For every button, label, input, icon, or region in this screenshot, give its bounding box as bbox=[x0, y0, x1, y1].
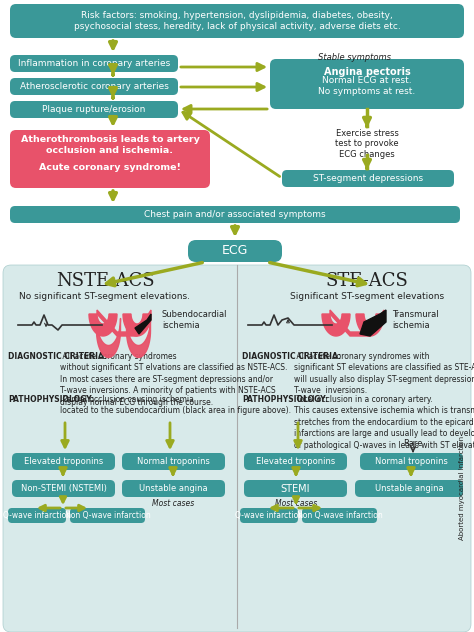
FancyBboxPatch shape bbox=[302, 508, 377, 523]
Text: DIAGNOSTIC CRITERIA:: DIAGNOSTIC CRITERIA: bbox=[8, 352, 107, 361]
Polygon shape bbox=[89, 314, 117, 336]
Text: Elevated troponins: Elevated troponins bbox=[24, 457, 103, 466]
FancyBboxPatch shape bbox=[282, 170, 454, 187]
Text: Q-wave infarction: Q-wave infarction bbox=[3, 511, 71, 520]
FancyBboxPatch shape bbox=[122, 453, 225, 470]
FancyBboxPatch shape bbox=[10, 55, 178, 72]
Text: Stable symptoms: Stable symptoms bbox=[319, 53, 392, 62]
FancyBboxPatch shape bbox=[10, 130, 210, 188]
Text: Exercise stress
test to provoke
ECG changes: Exercise stress test to provoke ECG chan… bbox=[335, 129, 399, 159]
FancyBboxPatch shape bbox=[355, 480, 463, 497]
Text: Chest pain and/or associated symptoms: Chest pain and/or associated symptoms bbox=[144, 210, 326, 219]
FancyBboxPatch shape bbox=[10, 4, 464, 38]
FancyBboxPatch shape bbox=[188, 240, 282, 262]
Polygon shape bbox=[356, 314, 384, 336]
FancyBboxPatch shape bbox=[12, 453, 115, 470]
Text: Elevated troponins: Elevated troponins bbox=[256, 457, 335, 466]
FancyBboxPatch shape bbox=[244, 480, 347, 497]
Text: Q-wave infarction: Q-wave infarction bbox=[235, 511, 303, 520]
FancyBboxPatch shape bbox=[122, 480, 225, 497]
Text: Angina pectoris: Angina pectoris bbox=[324, 67, 410, 77]
Text: NSTE-ACS: NSTE-ACS bbox=[55, 272, 155, 290]
Text: Non Q-wave infarction: Non Q-wave infarction bbox=[64, 511, 150, 520]
Text: Partial occlusion causing ischemia
located to the subendocardium (black area in : Partial occlusion causing ischemia locat… bbox=[60, 395, 291, 415]
Text: ST-segment depressions: ST-segment depressions bbox=[313, 174, 423, 183]
Polygon shape bbox=[97, 310, 151, 336]
FancyBboxPatch shape bbox=[3, 265, 471, 632]
Text: Inflammation in coronary arteries: Inflammation in coronary arteries bbox=[18, 59, 170, 68]
Polygon shape bbox=[360, 310, 386, 336]
Text: PATHOPHYSIOLOGY:: PATHOPHYSIOLOGY: bbox=[8, 395, 94, 404]
Text: STEMI: STEMI bbox=[281, 483, 310, 494]
Polygon shape bbox=[330, 310, 384, 336]
FancyBboxPatch shape bbox=[10, 78, 178, 95]
Text: Normal troponins: Normal troponins bbox=[375, 457, 448, 466]
Text: Unstable angina: Unstable angina bbox=[374, 484, 443, 493]
Text: Total occlusion in a coronary artery.
This causes extensive ischemia which is tr: Total occlusion in a coronary artery. Th… bbox=[294, 395, 474, 450]
Text: Significant ST-segment elevations: Significant ST-segment elevations bbox=[290, 292, 444, 301]
Text: Plaque rupture/erosion: Plaque rupture/erosion bbox=[42, 105, 146, 114]
Text: Most cases: Most cases bbox=[275, 499, 317, 508]
Text: Unstable angina: Unstable angina bbox=[139, 484, 208, 493]
Text: Non Q-wave infarction: Non Q-wave infarction bbox=[297, 511, 383, 520]
FancyBboxPatch shape bbox=[12, 480, 115, 497]
Polygon shape bbox=[135, 314, 151, 334]
Text: Normal troponins: Normal troponins bbox=[137, 457, 210, 466]
Text: No significant ST-segment elevations.: No significant ST-segment elevations. bbox=[19, 292, 191, 301]
FancyBboxPatch shape bbox=[240, 508, 298, 523]
Text: STE-ACS: STE-ACS bbox=[326, 272, 409, 290]
Text: All acute coronary syndromes with
significant ST elevations are classified as ST: All acute coronary syndromes with signif… bbox=[294, 352, 474, 396]
FancyBboxPatch shape bbox=[8, 508, 66, 523]
Text: Aborted myocardial infarction: Aborted myocardial infarction bbox=[459, 436, 465, 540]
Polygon shape bbox=[123, 314, 151, 336]
FancyBboxPatch shape bbox=[10, 206, 460, 223]
Text: Risk factors: smoking, hypertension, dyslipidemia, diabetes, obesity,
psychosoci: Risk factors: smoking, hypertension, dys… bbox=[73, 11, 401, 32]
Text: Non-STEMI (NSTEMI): Non-STEMI (NSTEMI) bbox=[20, 484, 107, 493]
Text: Transmural
ischemia: Transmural ischemia bbox=[392, 310, 438, 330]
Text: Atherosclerotic coronary arteries: Atherosclerotic coronary arteries bbox=[19, 82, 168, 91]
Text: Normal ECG at rest.
No symptoms at rest.: Normal ECG at rest. No symptoms at rest. bbox=[319, 76, 416, 97]
FancyBboxPatch shape bbox=[70, 508, 145, 523]
Text: Subendocardial
ischemia: Subendocardial ischemia bbox=[162, 310, 228, 330]
FancyBboxPatch shape bbox=[244, 453, 347, 470]
FancyBboxPatch shape bbox=[270, 59, 464, 109]
FancyBboxPatch shape bbox=[10, 101, 178, 118]
Text: Atherothrombosis leads to artery
occlusion and ischemia.: Atherothrombosis leads to artery occlusi… bbox=[20, 135, 200, 155]
Text: All acute coronary syndromes
without significant ST elvations are classified as : All acute coronary syndromes without sig… bbox=[60, 352, 287, 407]
Text: ECG: ECG bbox=[222, 245, 248, 257]
Text: PATHOPHYSIOLOGY:: PATHOPHYSIOLOGY: bbox=[242, 395, 328, 404]
Text: Most cases: Most cases bbox=[152, 499, 194, 508]
Text: Acute coronary syndrome!: Acute coronary syndrome! bbox=[39, 162, 181, 171]
FancyBboxPatch shape bbox=[360, 453, 463, 470]
Polygon shape bbox=[322, 314, 350, 336]
Text: DIAGNOSTIC CRITERIA:: DIAGNOSTIC CRITERIA: bbox=[242, 352, 341, 361]
Text: Rare: Rare bbox=[403, 439, 423, 448]
